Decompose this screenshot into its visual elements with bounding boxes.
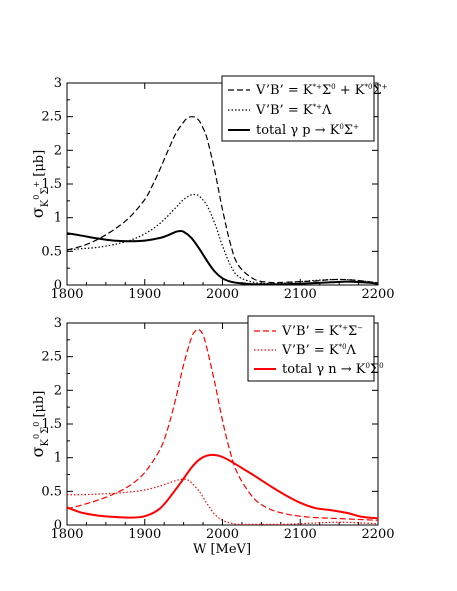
y-tick-label: 0.5: [41, 484, 62, 499]
y-ticks-top: 0 0.5 1 1.5 2 2.5 3: [41, 76, 378, 293]
y-tick-label: 3: [54, 76, 62, 91]
series-line-solid: [66, 230, 379, 286]
y-tick-label: 2.5: [41, 350, 62, 365]
y-label-sup2: 0: [32, 422, 41, 427]
panel-top: 1800 1900 2000 2100 2200 00.511.522.53 σK0Σ+…: [28, 75, 395, 302]
y-tick-label: 1: [54, 211, 62, 226]
y-axis-label-bottom: σK0Σ0 [μb]: [28, 391, 51, 458]
series-line-dotted: [66, 193, 379, 285]
series-line-solid: [66, 453, 379, 520]
y-label-unit: [μb]: [32, 150, 47, 181]
y-label-unit: [μb]: [32, 391, 47, 422]
y-tick-label: 2.5: [41, 110, 62, 125]
series-line-dashed: [66, 116, 379, 284]
x-ticks-bottom: 1800 1900 2000 2100 2200: [50, 323, 395, 542]
y-tick-label: 3: [54, 316, 62, 331]
series-group-top: [66, 116, 379, 286]
x-tick-label: 1800: [50, 527, 83, 542]
series-group-bottom: [66, 328, 379, 526]
x-axis-label-bottom: W [MeV]: [193, 542, 251, 557]
y-tick-label: 2: [54, 143, 62, 158]
y-tick-label: 1: [54, 451, 62, 466]
series-line-dashed: [66, 328, 379, 521]
y-tick-label: 2: [54, 383, 62, 398]
y-label-sup1: 0: [32, 434, 41, 439]
y-tick-label: 1.5: [41, 177, 62, 192]
x-tick-label: 2000: [206, 527, 239, 542]
y-label-sub1: K: [40, 438, 51, 446]
x-tick-label: 2100: [284, 287, 317, 302]
y-axis-label-top: σK0Σ+ [μb]: [28, 150, 51, 218]
y-label-sub2: Σ: [40, 427, 51, 434]
y-label-sup1: 0: [32, 195, 41, 200]
y-label-sub2: Σ: [40, 188, 51, 195]
y-tick-label: 0: [54, 278, 62, 293]
x-tick-label: 1900: [128, 287, 161, 302]
panel-bottom: 1800 1900 2000 2100 2200 00.511.522.53 σK0Σ0…: [28, 315, 395, 557]
y-tick-label: 1.5: [41, 417, 62, 432]
y-ticks-bottom: 0 0.5 1 1.5 2 2.5 3: [41, 316, 378, 533]
y-label-sub1: K: [40, 199, 51, 207]
legend-label-1-top: V’B’ = K*+Σ0 + K*0Σ+: [255, 83, 388, 98]
x-tick-label: 1800: [50, 287, 83, 302]
legend-top: V’B’ = K*+Σ0 + K*0Σ+ V’B’ = K*+Λ total γ…: [221, 75, 388, 142]
legend-label-1-bottom: V’B’ = K*+Σ−: [281, 324, 363, 339]
x-tick-label: 2200: [361, 287, 394, 302]
y-tick-label: 0: [54, 518, 62, 533]
legend-box-bottom: [247, 315, 375, 382]
legend-label-2-bottom: V’B’ = K*0Λ: [281, 343, 357, 358]
x-tick-label: 1900: [128, 527, 161, 542]
series-line-dotted: [66, 478, 379, 526]
x-tick-label: 2000: [206, 287, 239, 302]
y-label-sigma: σ: [28, 207, 47, 218]
legend-label-2-top: V’B’ = K*+Λ: [255, 103, 332, 118]
x-tick-label: 2200: [361, 527, 394, 542]
legend-label-3-top: total γ p → K0Σ+: [256, 123, 359, 138]
x-tick-label: 2100: [284, 527, 317, 542]
legend-label-3-bottom: total γ n → K0Σ0: [282, 362, 384, 377]
y-tick-label: 0.5: [41, 244, 62, 259]
legend-bottom: V’B’ = K*+Σ− V’B’ = K*0Λ total γ n → K0Σ…: [247, 315, 384, 382]
y-label-sup2: +: [32, 181, 41, 188]
y-label-sigma: σ: [28, 446, 47, 457]
